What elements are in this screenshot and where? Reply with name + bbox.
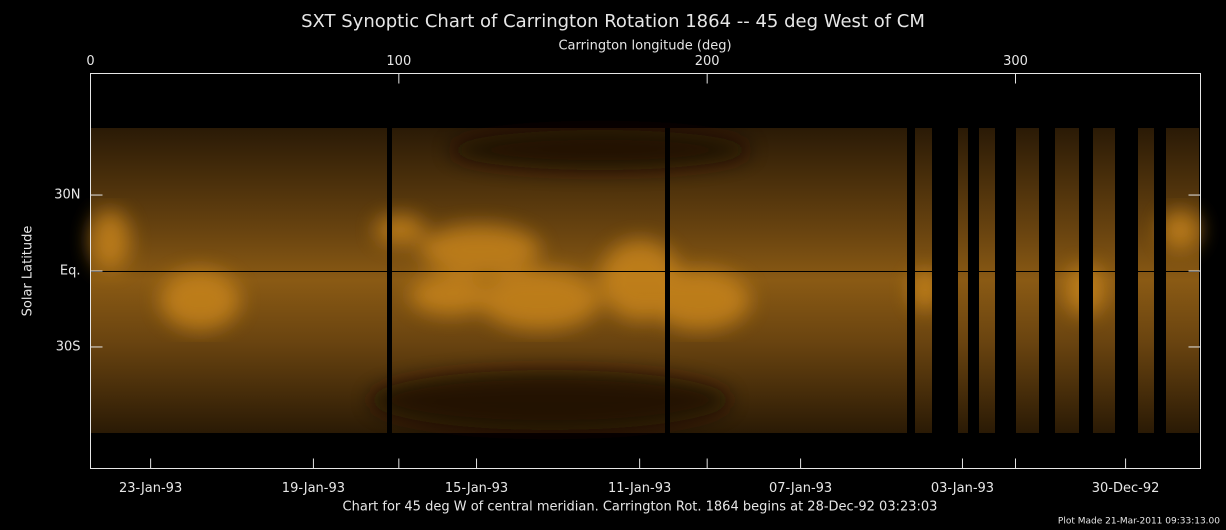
x2-tick-label: 23-Jan-93 — [119, 481, 182, 496]
chart-title: SXT Synoptic Chart of Carrington Rotatio… — [301, 11, 925, 32]
x2-tick-label: 15-Jan-93 — [445, 481, 508, 496]
x2-tick-label: 03-Jan-93 — [931, 481, 994, 496]
y-tick-label: Eq. — [60, 264, 81, 279]
y-axis-title: Solar Latitude — [21, 226, 36, 317]
x-tick-label: 300 — [1003, 54, 1028, 69]
x-axis-title: Carrington longitude (deg) — [558, 39, 731, 54]
x2-tick-label: 19-Jan-93 — [282, 481, 345, 496]
synoptic-image — [90, 128, 1200, 433]
x-tick-label: 0 — [86, 54, 94, 69]
x2-tick-label: 11-Jan-93 — [608, 481, 671, 496]
footnote: Chart for 45 deg W of central meridian. … — [343, 500, 938, 515]
plot-made: Plot Made 21-Mar-2011 09:33:13.00 — [1058, 517, 1220, 527]
x2-tick-label: 30-Dec-92 — [1092, 481, 1160, 496]
x2-tick-label: 07-Jan-93 — [769, 481, 832, 496]
x-tick-label: 100 — [386, 54, 411, 69]
y-tick-label: 30N — [54, 188, 80, 203]
y-tick-label: 30S — [56, 339, 81, 354]
x-tick-label: 200 — [695, 54, 720, 69]
